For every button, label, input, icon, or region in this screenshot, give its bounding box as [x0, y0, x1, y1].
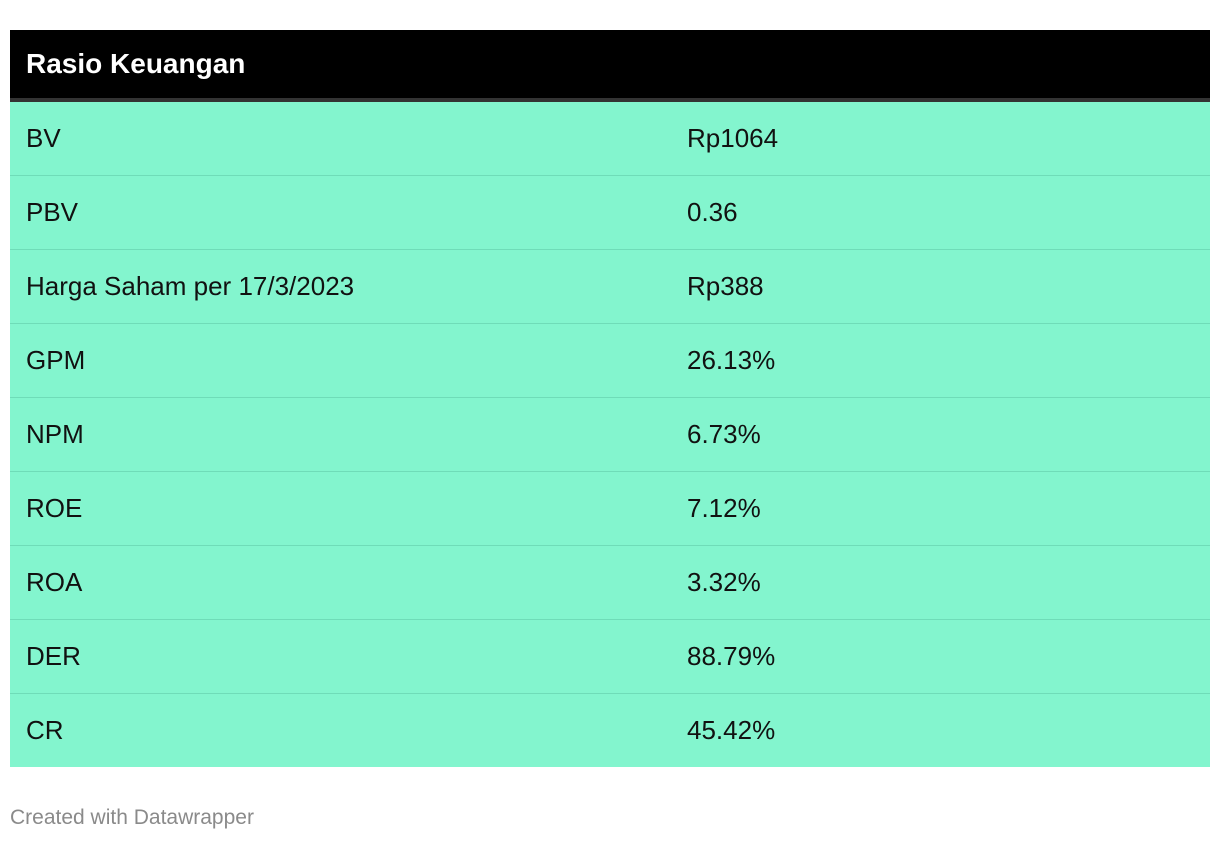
ratio-table-container: Rasio Keuangan BV Rp1064 PBV 0.36 Harga Saha… [10, 30, 1210, 767]
table-row: GPM 26.13% [10, 323, 1210, 398]
row-label: ROE [10, 471, 671, 546]
row-label: ROA [10, 545, 671, 620]
row-label: GPM [10, 323, 671, 398]
row-value: Rp1064 [671, 100, 1210, 176]
ratio-table: Rasio Keuangan BV Rp1064 PBV 0.36 Harga Saha… [10, 30, 1210, 767]
row-value: 7.12% [671, 471, 1210, 546]
row-value: 0.36 [671, 175, 1210, 250]
table-row: Harga Saham per 17/3/2023 Rp388 [10, 249, 1210, 324]
row-value: 6.73% [671, 397, 1210, 472]
table-row: ROA 3.32% [10, 545, 1210, 620]
table-header: Rasio Keuangan [10, 30, 1210, 102]
header-cell-title: Rasio Keuangan [10, 30, 671, 102]
datawrapper-credit: Created with Datawrapper [10, 806, 254, 829]
table-row: NPM 6.73% [10, 397, 1210, 472]
row-value: Rp388 [671, 249, 1210, 324]
table-row: DER 88.79% [10, 619, 1210, 694]
row-label: Harga Saham per 17/3/2023 [10, 249, 671, 324]
row-label: DER [10, 619, 671, 694]
table-row: PBV 0.36 [10, 175, 1210, 250]
row-label: CR [10, 693, 671, 767]
row-label: NPM [10, 397, 671, 472]
table-row: CR 45.42% [10, 693, 1210, 767]
row-value: 26.13% [671, 323, 1210, 398]
table-row: ROE 7.12% [10, 471, 1210, 546]
row-value: 3.32% [671, 545, 1210, 620]
row-label: PBV [10, 175, 671, 250]
row-label: BV [10, 100, 671, 176]
row-value: 45.42% [671, 693, 1210, 767]
header-row: Rasio Keuangan [10, 30, 1210, 102]
table-body: BV Rp1064 PBV 0.36 Harga Saham per 17/3/2023… [10, 100, 1210, 767]
row-value: 88.79% [671, 619, 1210, 694]
table-row: BV Rp1064 [10, 100, 1210, 176]
header-cell-value [671, 30, 1210, 102]
